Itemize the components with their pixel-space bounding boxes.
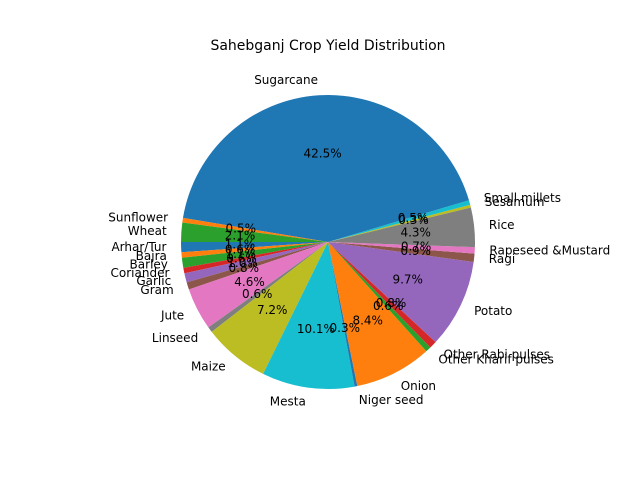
pie-label-niger-seed: Niger seed xyxy=(359,393,424,407)
pie-label-bajra: Bajra xyxy=(136,249,167,263)
pie-label-wheat: Wheat xyxy=(128,224,167,238)
pie-slice-linseed xyxy=(208,242,328,332)
pie-slice-rapeseed-mustard xyxy=(328,242,475,254)
pie-label-potato: Potato xyxy=(474,304,512,318)
pie-label-linseed: Linseed xyxy=(152,331,198,345)
pie-label-small-millets: Small millets xyxy=(484,191,561,205)
pie-percent-labels: 1.1%0.6%1.1%0.6%1.0%0.8%4.6%0.6%7.2%10.1… xyxy=(225,147,432,336)
pie-label-sugarcane: Sugarcane xyxy=(254,73,318,87)
pie-slice-bajra xyxy=(181,242,328,258)
pie-percent-rapeseed-mustard: 0.7% xyxy=(401,240,432,254)
pie-label-rapeseed-mustard: Rapeseed &Mustard xyxy=(489,244,610,258)
pie-label-ragi: Ragi xyxy=(489,252,515,266)
pie-percent-mesta: 10.1% xyxy=(297,322,335,336)
pie-slice-niger-seed xyxy=(328,242,358,387)
pie-slice-sugarcane xyxy=(182,94,469,242)
pie-label-sunflower: Sunflower xyxy=(108,211,168,225)
pie-slice-arhar-tur xyxy=(181,242,328,253)
pie-percent-jute: 4.6% xyxy=(234,275,265,289)
pie-percent-wheat: 2.1% xyxy=(225,229,256,243)
pie-slice-sunflower xyxy=(182,217,328,242)
pie-percent-small-millets: 0.5% xyxy=(398,211,429,225)
pie-label-onion: Onion xyxy=(401,379,436,393)
pie-percent-onion: 8.4% xyxy=(352,313,383,327)
pie-slice-other-kharif-pulses xyxy=(328,242,431,352)
pie-slice-onion xyxy=(328,242,427,387)
pie-percent-other-rabi-pulses: 0.8% xyxy=(376,296,407,310)
pie-slice-potato xyxy=(328,242,474,343)
pie-label-mesta: Mesta xyxy=(270,395,306,409)
pie-label-maize: Maize xyxy=(191,360,226,374)
pie-percent-linseed: 0.6% xyxy=(242,287,273,301)
pie-slice-garlic xyxy=(184,242,328,283)
pie-slices xyxy=(181,94,475,389)
pie-slice-small-millets xyxy=(328,200,471,242)
pie-percent-other-kharif-pulses: 0.6% xyxy=(373,299,404,313)
pie-percent-barley: 1.1% xyxy=(225,247,256,261)
pie-label-other-kharif-pulses: Other Kharif pulses xyxy=(438,353,553,367)
pie-label-rice: Rice xyxy=(489,218,515,232)
pie-label-coriander: Coriander xyxy=(111,266,170,280)
pie-slice-ragi xyxy=(328,242,475,262)
pie-percent-niger-seed: 0.3% xyxy=(330,321,361,335)
pie-label-jute: Jute xyxy=(160,308,184,322)
pie-percent-garlic: 1.0% xyxy=(227,256,258,270)
pie-percent-coriander: 0.6% xyxy=(226,252,257,266)
pie-label-arhar-tur: Arhar/Tur xyxy=(111,240,166,254)
pie-percent-arhar-tur: 1.1% xyxy=(225,238,256,252)
pie-percent-sunflower: 0.5% xyxy=(226,221,257,235)
pie-label-other-rabi-pulses: Other Rabi pulses xyxy=(444,348,551,362)
pie-percent-ragi: 0.9% xyxy=(400,244,431,258)
pie-percent-rice: 4.3% xyxy=(400,226,431,240)
pie-label-sesamum: Sesamum xyxy=(485,195,545,209)
pie-slice-gram xyxy=(186,242,328,290)
pie-label-barley: Barley xyxy=(130,257,168,271)
pie-label-garlic: Garlic xyxy=(136,274,171,288)
pie-slice-barley xyxy=(181,242,328,268)
pie-percent-maize: 7.2% xyxy=(257,303,288,317)
chart-title: Sahebganj Crop Yield Distribution xyxy=(210,38,445,54)
pie-label-gram: Gram xyxy=(140,283,173,297)
pie-percent-bajra: 0.6% xyxy=(225,242,256,256)
pie-percent-sugarcane: 42.5% xyxy=(304,147,342,161)
pie-slice-jute xyxy=(188,242,328,328)
pie-percent-gram: 0.8% xyxy=(229,261,260,275)
pie-slice-rice xyxy=(328,207,475,248)
pie-slice-wheat xyxy=(181,222,328,242)
pie-percent-potato: 9.7% xyxy=(392,272,423,286)
pie-slice-other-rabi-pulses xyxy=(328,242,436,348)
pie-slice-mesta xyxy=(263,242,355,389)
pie-slice-coriander xyxy=(183,242,328,274)
pie-slice-maize xyxy=(211,242,328,374)
pie-percent-sesamum: 0.3% xyxy=(398,213,429,227)
pie-slice-sesamum xyxy=(328,204,471,242)
